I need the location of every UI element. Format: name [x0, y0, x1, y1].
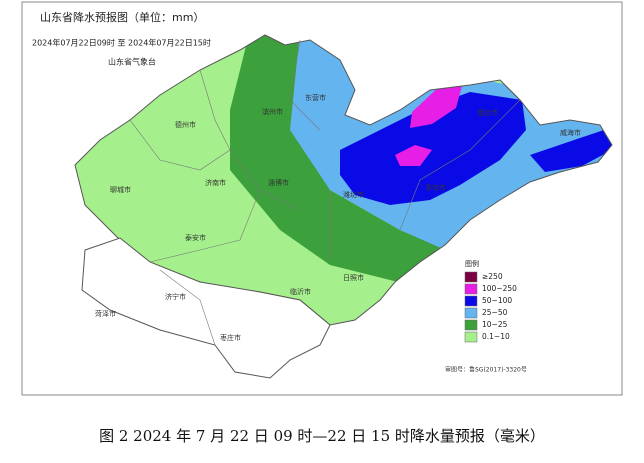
area-50-100 [340, 92, 526, 205]
city-borders [129, 39, 521, 346]
city-label: 济南市 [205, 178, 226, 187]
legend-label: 100~250 [482, 284, 517, 293]
legend-swatch [464, 319, 478, 331]
legend-label: 10~25 [482, 320, 508, 329]
city-label: 德州市 [175, 120, 196, 129]
city-label: 东营市 [305, 93, 326, 102]
city-labels: 德州市 滨州市 东营市 烟台市 威海市 聊城市 济南市 淄博市 潍坊市 青岛市 … [95, 93, 581, 342]
city-label: 烟台市 [477, 108, 498, 117]
legend-label: 0.1~10 [482, 332, 510, 341]
legend-label: ≥250 [482, 272, 503, 281]
area-10-25 [230, 35, 450, 290]
city-label: 泰安市 [185, 233, 206, 242]
caption: 图 2 2024 年 7 月 22 日 09 时—22 日 15 时降水量预报（… [99, 427, 545, 445]
city-label: 菏泽市 [95, 309, 116, 318]
legend: 图例 ≥250 100~250 50~100 25~50 10~25 0.1~10 [464, 259, 517, 343]
legend-label: 50~100 [482, 296, 512, 305]
city-label: 青岛市 [425, 183, 446, 192]
city-label: 济宁市 [165, 292, 186, 301]
legend-title: 图例 [465, 259, 479, 268]
area-100-250 [395, 145, 432, 166]
area-100-250 [410, 84, 462, 128]
city-label: 临沂市 [290, 287, 311, 296]
map-issuer: 山东省气象台 [108, 57, 156, 67]
city-label: 潍坊市 [343, 190, 364, 199]
map-period: 2024年07月22日09时 至 2024年07月22日15时 [32, 38, 211, 48]
map-title: 山东省降水预报图（单位：mm） [40, 10, 204, 24]
city-label: 威海市 [560, 128, 581, 137]
legend-swatch [464, 331, 478, 343]
no-rain-area [81, 237, 331, 379]
city-label: 滨州市 [262, 107, 283, 116]
legend-swatch [464, 295, 478, 307]
legend-swatch [464, 271, 478, 283]
city-label: 枣庄市 [220, 333, 241, 342]
city-label: 日照市 [343, 273, 364, 282]
legend-swatch [464, 283, 478, 295]
city-label: 淄博市 [268, 178, 289, 187]
legend-swatch [464, 307, 478, 319]
area-50-100 [530, 128, 612, 172]
review-number: 审图号：鲁SG(2017)-3320号 [445, 366, 527, 374]
legend-label: 25~50 [482, 308, 508, 317]
city-label: 聊城市 [110, 185, 131, 194]
